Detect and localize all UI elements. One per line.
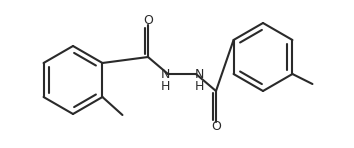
Text: H: H [160, 79, 170, 92]
Text: N: N [194, 69, 204, 82]
Text: O: O [143, 13, 153, 26]
Text: O: O [211, 120, 221, 133]
Text: H: H [194, 79, 204, 92]
Text: N: N [160, 69, 170, 82]
